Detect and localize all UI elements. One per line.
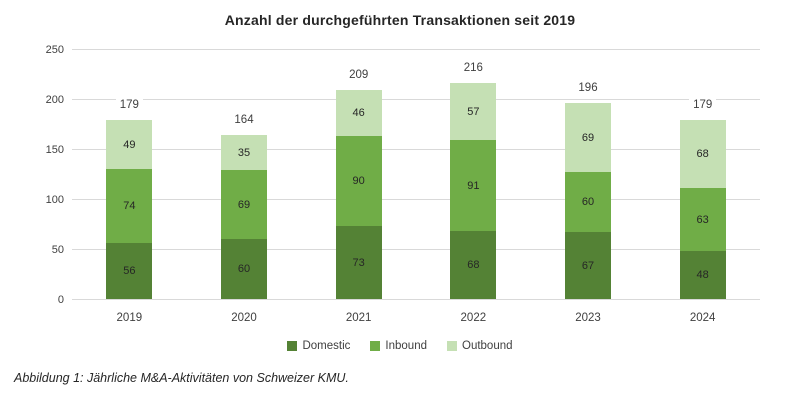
segment-value-label: 56 [123, 265, 136, 277]
legend-item-outbound: Outbound [447, 340, 513, 352]
segment-value-label: 68 [467, 259, 480, 271]
segment-value-label: 57 [467, 105, 480, 118]
gridline [72, 149, 760, 150]
bar-total-value: 164 [230, 114, 258, 126]
bar-total-value: 216 [459, 62, 487, 74]
legend-item-inbound: Inbound [370, 340, 427, 352]
y-axis-tick-label: 100 [45, 194, 64, 206]
gridline [72, 99, 760, 100]
legend-swatch-icon [287, 341, 298, 351]
bar-total-value: 179 [115, 99, 143, 111]
bar-segment-domestic: 60 [221, 239, 267, 299]
segment-value-label: 48 [696, 269, 709, 281]
bar-total-value: 196 [574, 82, 602, 94]
stacked-bar: 69 60 67 [565, 103, 611, 299]
bar-segment-domestic: 48 [679, 251, 726, 299]
x-axis-tick-label: 2020 [231, 312, 257, 324]
segment-value-label: 63 [696, 213, 709, 226]
x-axis-tick-label: 2024 [689, 312, 716, 324]
bar-segment-inbound: 69 [221, 170, 267, 239]
segment-value-label: 46 [352, 107, 365, 119]
bar-segment-inbound: 74 [106, 169, 153, 243]
x-axis-tick-label: 2022 [460, 312, 487, 324]
bar-segment-outbound: 46 [335, 90, 382, 136]
figure-caption: Abbildung 1: Jährliche M&A-Aktivitäten v… [14, 371, 349, 385]
segment-value-label: 69 [237, 198, 251, 211]
bar-total-label: 179 [663, 98, 743, 112]
bar-segment-outbound: 57 [450, 83, 497, 140]
gridline [72, 299, 760, 300]
legend-swatch-icon [370, 341, 381, 351]
gridline [72, 49, 760, 50]
bar-segment-domestic: 73 [335, 226, 382, 299]
bar-total-value: 179 [689, 99, 717, 111]
x-axis-tick-label: 2021 [345, 312, 372, 324]
segment-value-label: 73 [352, 256, 365, 269]
bar-segment-outbound: 68 [679, 120, 726, 188]
bar-total-label: 164 [204, 113, 284, 127]
y-axis-tick-label: 50 [51, 244, 64, 256]
stacked-bar: 57 91 68 [450, 83, 497, 299]
bar-total-label: 216 [433, 61, 513, 75]
legend-label: Outbound [462, 340, 513, 352]
bar-segment-inbound: 90 [335, 136, 382, 226]
segment-value-label: 35 [237, 146, 251, 159]
gridline [72, 249, 760, 250]
chart-legend: Domestic Inbound Outbound [0, 340, 800, 352]
segment-value-label: 68 [696, 148, 709, 160]
bar-segment-domestic: 68 [450, 231, 497, 299]
plot-area: 49 74 56 179 2019 35 69 60 164 2020 46 90 73 209 2021 5… [72, 49, 760, 324]
bar-segment-outbound: 69 [565, 103, 611, 172]
legend-label: Inbound [385, 340, 427, 352]
bar-segment-outbound: 49 [106, 120, 153, 169]
bar-segment-inbound: 63 [679, 188, 726, 251]
gridline [72, 199, 760, 200]
segment-value-label: 90 [352, 175, 365, 187]
bar-segment-inbound: 60 [565, 172, 611, 232]
x-axis-tick-label: 2019 [116, 312, 143, 324]
y-axis-tick-label: 250 [45, 44, 64, 56]
segment-value-label: 74 [123, 200, 136, 212]
bar-segment-outbound: 35 [221, 135, 267, 170]
segment-value-label: 60 [581, 196, 595, 208]
stacked-bar: 35 69 60 [221, 135, 267, 299]
bar-segment-inbound: 91 [450, 140, 497, 231]
segment-value-label: 60 [237, 263, 251, 275]
stacked-bar: 68 63 48 [679, 120, 726, 299]
y-axis-tick-label: 200 [45, 94, 64, 106]
bar-segment-domestic: 56 [106, 243, 153, 299]
bar-total-value: 209 [345, 69, 373, 81]
bar-segment-domestic: 67 [565, 232, 611, 299]
y-axis-tick-label: 150 [45, 144, 64, 156]
segment-value-label: 69 [581, 131, 595, 144]
legend-swatch-icon [447, 341, 457, 351]
segment-value-label: 49 [123, 138, 136, 151]
chart-title: Anzahl der durchgeführten Transaktionen … [224, 12, 576, 28]
legend-label: Domestic [302, 340, 351, 352]
bar-total-label: 196 [548, 81, 628, 95]
segment-value-label: 67 [581, 259, 595, 272]
legend-item-domestic: Domestic [287, 340, 350, 352]
segment-value-label: 91 [467, 179, 480, 192]
stacked-bar: 49 74 56 [106, 120, 153, 299]
y-axis-tick-label: 0 [57, 294, 64, 306]
bar-total-label: 209 [319, 68, 399, 82]
bar-total-label: 179 [89, 98, 169, 112]
stacked-bar: 46 90 73 [335, 90, 382, 299]
x-axis-tick-label: 2023 [575, 312, 601, 324]
